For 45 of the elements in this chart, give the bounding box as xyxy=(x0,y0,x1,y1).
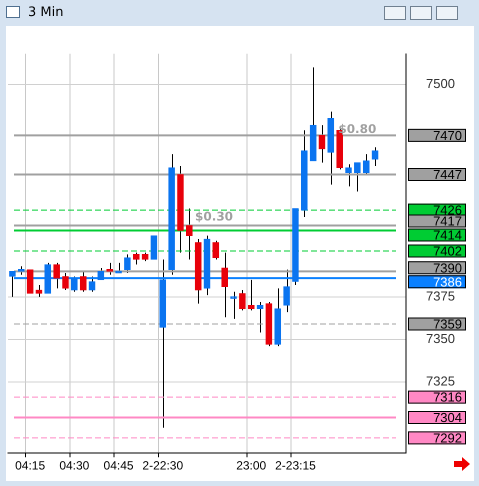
candlestick xyxy=(80,270,87,292)
candlestick xyxy=(186,208,193,260)
candlestick xyxy=(354,162,361,192)
candlestick xyxy=(362,154,370,175)
ref-line-label: 7470 xyxy=(433,128,462,143)
candlestick xyxy=(9,270,16,298)
ref-line-label: 7292 xyxy=(433,430,462,446)
candlestick xyxy=(248,279,255,311)
ref-line-label: 7359 xyxy=(433,316,462,332)
chart-title: 3 Min xyxy=(28,5,64,20)
x-tick-label: 2-22:30 xyxy=(142,458,184,473)
annotation: $0.30 xyxy=(195,210,234,224)
candlestick xyxy=(345,164,352,187)
candlestick xyxy=(71,276,78,292)
candlestick xyxy=(132,252,140,266)
candlestick xyxy=(62,272,69,291)
candlestick xyxy=(372,146,378,166)
y-tick-label: 7375 xyxy=(426,288,455,304)
x-tick-label: 23:00 xyxy=(236,458,267,473)
candlestick xyxy=(88,276,96,292)
candlestick xyxy=(318,124,326,164)
candlestick xyxy=(36,284,42,298)
x-tick-label: 04:45 xyxy=(104,458,134,473)
candlestick xyxy=(53,262,60,289)
annotation: $0.80 xyxy=(338,122,376,136)
candlestick xyxy=(256,301,264,334)
x-tick-label: 04:15 xyxy=(15,458,46,473)
x-tick-label: 2-23:15 xyxy=(275,458,316,473)
ref-line-label: 7316 xyxy=(433,390,462,405)
x-tick-label: 04:30 xyxy=(59,458,90,473)
candlestick xyxy=(124,254,131,274)
ref-line-label: 7304 xyxy=(433,410,462,426)
ref-line-label: 7402 xyxy=(433,244,462,259)
ref-line-label: 7414 xyxy=(433,228,462,243)
y-tick-label: 7350 xyxy=(426,330,455,346)
candlestick xyxy=(221,252,228,318)
ref-line-label: 7390 xyxy=(433,260,462,276)
candlestick xyxy=(239,290,246,311)
ref-line-label: 7386 xyxy=(433,274,462,290)
candlestick xyxy=(212,240,220,260)
y-tick-label: 7325 xyxy=(426,373,455,388)
ref-line-label: 7447 xyxy=(433,167,462,182)
y-tick-label: 7500 xyxy=(426,76,455,91)
candlestick xyxy=(283,269,290,313)
candlestick xyxy=(230,291,237,320)
